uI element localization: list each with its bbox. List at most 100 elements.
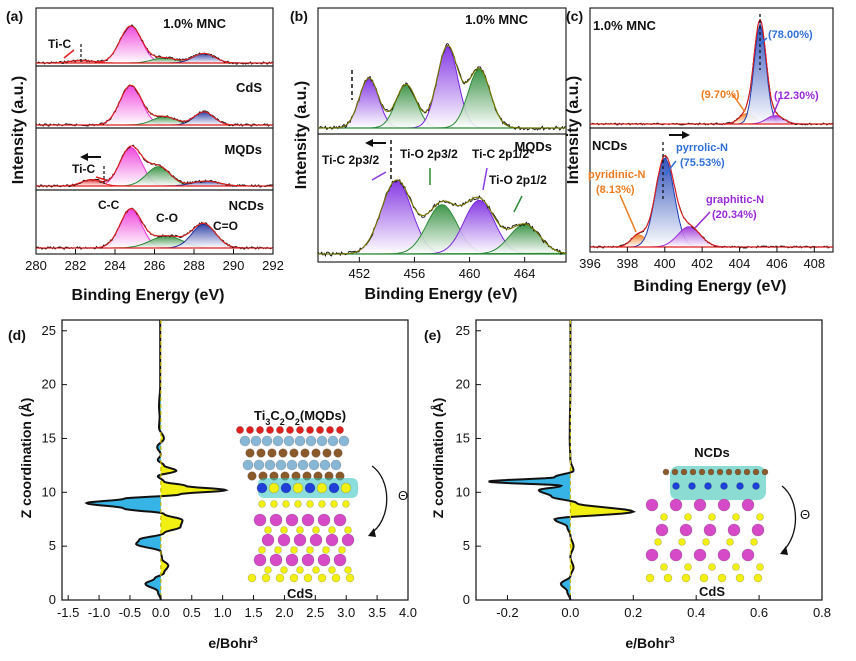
atom	[726, 538, 734, 546]
atom	[693, 498, 707, 512]
panel-a-xlabel: Binding Energy (eV)	[72, 287, 225, 304]
atom	[756, 513, 764, 521]
panel-d-xlabel: e/Bohr3	[208, 635, 257, 651]
atom	[305, 435, 317, 447]
atom	[344, 566, 352, 574]
atom	[660, 563, 668, 571]
raw-spectrum	[35, 24, 274, 65]
panel-d-ylabel: Z coordination (Å)	[18, 398, 34, 519]
atom	[272, 435, 284, 447]
charge-accumulation-area	[160, 320, 226, 600]
atom	[258, 500, 266, 508]
atom	[693, 548, 707, 562]
x-tick-label: 3.0	[337, 605, 355, 620]
fit-envelope	[36, 145, 273, 187]
atom	[293, 533, 307, 547]
atom	[247, 471, 257, 481]
label-ncds: NCDs	[694, 445, 729, 460]
annotation-20-34pct: (20.34%)	[712, 209, 757, 221]
atom	[289, 573, 299, 583]
atom	[269, 553, 283, 567]
atom	[258, 546, 266, 554]
panel-c-title-2: NCDs	[592, 138, 627, 153]
atom	[707, 468, 715, 476]
leader-ti-c-2p12	[482, 167, 488, 191]
fit-envelope	[590, 154, 833, 248]
leader-ti-o-2p12	[513, 195, 523, 213]
fit-envelope	[36, 25, 273, 64]
peak-orange	[590, 112, 833, 125]
annotation-ti-c-a3: Ti-C	[72, 162, 95, 176]
charge-profile-line	[84, 320, 229, 601]
atom	[330, 500, 338, 508]
atom	[735, 573, 745, 583]
atom	[325, 533, 339, 547]
ti-c-arrow-a1	[63, 49, 75, 59]
atom	[317, 553, 331, 567]
atom	[703, 523, 717, 537]
y-tick-label: 10	[456, 484, 470, 499]
atom	[669, 548, 683, 562]
peak-green	[36, 235, 273, 249]
atom	[734, 468, 742, 476]
atom	[256, 482, 268, 494]
atom	[253, 513, 267, 527]
panel-a-title-4: NCDs	[229, 198, 264, 213]
x-tick-label: 3.5	[368, 605, 386, 620]
atom	[296, 566, 304, 574]
atom	[689, 468, 697, 476]
x-tick-label: 398	[617, 256, 639, 271]
x-tick-label: 402	[691, 256, 713, 271]
panel-b-title-1: 1.0% MNC	[465, 12, 528, 27]
atom	[717, 548, 731, 562]
annotation-ti-o-2p12: Ti-O 2p1/2	[489, 173, 547, 187]
electron-symbol-e: Θ	[800, 507, 810, 522]
y-tick-label: 15	[456, 430, 470, 445]
atom	[717, 573, 727, 583]
panel-b-ylabel: Intensity (a.u.)	[293, 81, 310, 189]
x-tick-label: 0.0	[561, 605, 579, 620]
atom	[338, 546, 346, 554]
atom	[720, 482, 728, 490]
electron-symbol-d: Θ	[398, 488, 408, 503]
x-tick-label: 404	[729, 256, 751, 271]
x-tick-label: 1.5	[244, 605, 262, 620]
atom	[752, 482, 760, 490]
atom	[316, 426, 324, 434]
atom	[294, 435, 306, 447]
atom	[669, 498, 683, 512]
atom	[698, 468, 706, 476]
atom	[239, 435, 251, 447]
atom	[268, 482, 280, 494]
subplot-frame	[35, 7, 274, 67]
atom	[278, 448, 288, 458]
atom	[751, 523, 765, 537]
atom	[297, 459, 309, 471]
leader-78pct	[759, 37, 768, 45]
atom	[708, 513, 716, 521]
subplot-frame	[589, 127, 834, 253]
label-cds-d: CdS	[287, 586, 313, 601]
panel-a-title-1: 1.0% MNC	[163, 16, 226, 31]
peak-purple	[590, 115, 833, 125]
leader-ti-c-2p32	[371, 171, 387, 181]
panel-e-xlabel: e/Bohr3	[625, 635, 674, 651]
x-tick-label: 400	[654, 256, 676, 271]
atom	[264, 459, 276, 471]
x-tick-label: 406	[766, 256, 788, 271]
atom	[256, 426, 264, 434]
electron-transfer-arrow-e	[781, 485, 797, 553]
atom	[275, 459, 287, 471]
x-tick-label: 2.0	[275, 605, 293, 620]
atom	[301, 513, 315, 527]
atom	[261, 573, 271, 583]
atom	[663, 573, 673, 583]
x-tick-label: 280	[25, 258, 47, 273]
panel-c-title-1: 1.0% MNC	[593, 18, 656, 33]
x-tick-label: 0.5	[183, 605, 201, 620]
atom	[725, 468, 733, 476]
x-tick-label: 284	[104, 258, 126, 273]
x-tick-label: 282	[65, 258, 87, 273]
panel-d-frame	[61, 319, 409, 601]
